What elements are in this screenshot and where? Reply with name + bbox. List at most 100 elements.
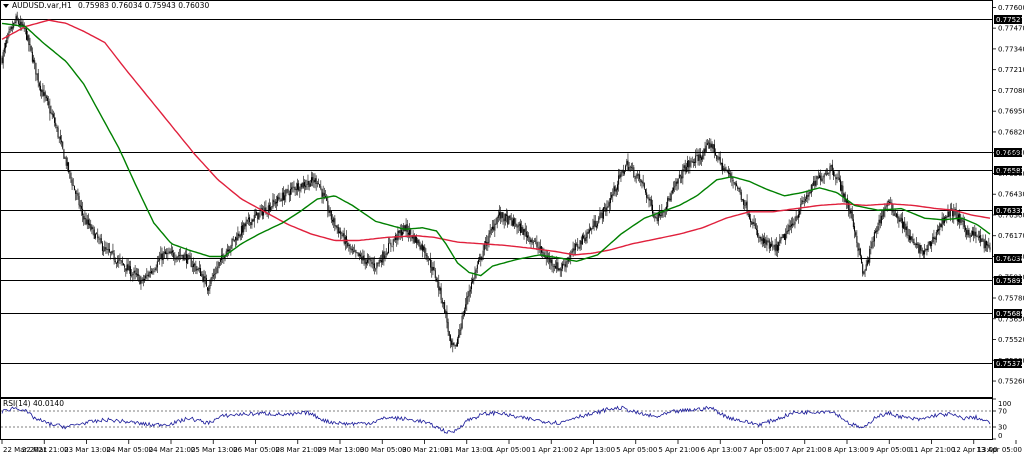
candle bbox=[588, 223, 590, 239]
candle bbox=[364, 258, 366, 270]
candle bbox=[481, 256, 483, 262]
candle bbox=[433, 260, 435, 272]
candle bbox=[71, 177, 73, 191]
candle bbox=[320, 180, 322, 191]
candle bbox=[689, 156, 691, 174]
candle bbox=[456, 336, 458, 347]
candle bbox=[119, 253, 121, 265]
time-tick-label: 2 Apr 13:00 bbox=[574, 446, 615, 454]
candle bbox=[507, 209, 509, 228]
candle bbox=[490, 227, 492, 236]
candle bbox=[369, 255, 371, 267]
candle bbox=[966, 228, 968, 240]
candle bbox=[460, 323, 462, 336]
candle bbox=[193, 257, 195, 275]
candle bbox=[658, 204, 660, 218]
candle bbox=[448, 330, 450, 341]
candle bbox=[915, 236, 917, 249]
candle bbox=[796, 215, 798, 220]
candle bbox=[437, 277, 439, 288]
candle bbox=[195, 260, 197, 275]
candle bbox=[940, 223, 942, 228]
candle bbox=[2, 49, 4, 69]
candle bbox=[434, 267, 436, 282]
candle bbox=[252, 218, 254, 222]
candle bbox=[218, 261, 220, 269]
candle bbox=[146, 268, 148, 280]
candle bbox=[73, 185, 75, 191]
candle bbox=[723, 165, 725, 172]
time-tick-label: 8 Apr 13:00 bbox=[827, 446, 868, 454]
candle bbox=[101, 241, 103, 256]
candle bbox=[974, 225, 976, 239]
candle bbox=[520, 219, 522, 236]
candle bbox=[313, 173, 315, 188]
candle bbox=[82, 201, 84, 223]
main-plot-frame bbox=[0, 0, 993, 398]
candle bbox=[611, 191, 613, 200]
candle bbox=[197, 267, 199, 272]
candle bbox=[586, 229, 588, 244]
candle bbox=[499, 205, 501, 221]
candle bbox=[186, 247, 188, 269]
candle bbox=[435, 276, 437, 283]
time-tick-label: 1 Apr 21:00 bbox=[532, 446, 573, 454]
candle bbox=[150, 268, 152, 275]
candle bbox=[943, 216, 945, 226]
candle bbox=[280, 198, 282, 202]
candle bbox=[912, 233, 914, 244]
dropdown-triangle-icon[interactable] bbox=[3, 4, 9, 8]
candle bbox=[887, 199, 889, 206]
candle bbox=[906, 221, 908, 239]
candle bbox=[803, 194, 805, 207]
candle bbox=[628, 162, 630, 172]
candle bbox=[162, 251, 164, 264]
candle bbox=[840, 175, 842, 192]
candle bbox=[780, 236, 782, 244]
time-tick-label: 7 Apr 21:00 bbox=[785, 446, 826, 454]
candle bbox=[669, 192, 671, 202]
candle bbox=[785, 228, 787, 245]
candle bbox=[661, 204, 663, 218]
candle bbox=[779, 234, 781, 246]
candle bbox=[52, 110, 54, 119]
candle bbox=[431, 259, 433, 278]
candle bbox=[969, 232, 971, 243]
candle bbox=[308, 180, 310, 191]
candle bbox=[978, 230, 980, 243]
candle bbox=[891, 199, 893, 216]
candle bbox=[169, 248, 171, 254]
candle bbox=[769, 241, 771, 252]
price-tick-label: 0.75260 bbox=[998, 378, 1024, 386]
candle bbox=[988, 237, 990, 249]
candle bbox=[715, 148, 717, 157]
candle bbox=[267, 202, 269, 219]
candle bbox=[214, 268, 216, 282]
candle bbox=[421, 240, 423, 258]
candle bbox=[453, 342, 455, 347]
candle bbox=[156, 255, 158, 274]
candle bbox=[489, 223, 491, 238]
candle bbox=[504, 213, 506, 226]
candle bbox=[924, 243, 926, 259]
candle bbox=[51, 109, 53, 120]
candle bbox=[110, 251, 112, 260]
candle bbox=[183, 252, 185, 261]
candle bbox=[698, 148, 700, 166]
candle bbox=[496, 216, 498, 229]
candle bbox=[605, 203, 607, 216]
candle bbox=[239, 233, 241, 241]
candle bbox=[838, 170, 840, 183]
candle bbox=[259, 205, 261, 218]
candle bbox=[163, 246, 165, 259]
candle bbox=[866, 256, 868, 267]
candle bbox=[153, 267, 155, 275]
candle bbox=[931, 240, 933, 252]
candle bbox=[418, 239, 420, 247]
time-tick-label: 31 Mar 13:00 bbox=[444, 446, 491, 454]
candle bbox=[172, 246, 174, 258]
